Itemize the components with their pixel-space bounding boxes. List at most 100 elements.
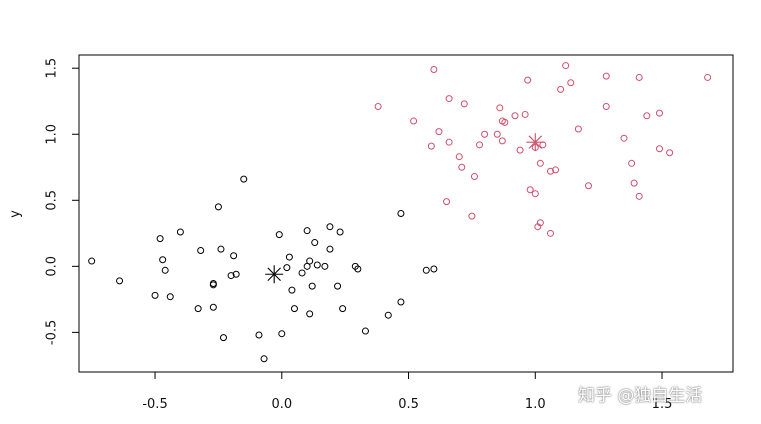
data-point — [306, 310, 314, 318]
data-point — [384, 311, 392, 319]
data-point — [536, 219, 544, 227]
y-tick-label: 1.5 — [45, 58, 60, 79]
data-point — [521, 110, 529, 118]
data-point — [567, 79, 575, 87]
data-point — [397, 210, 405, 217]
data-point — [430, 265, 438, 273]
data-point — [643, 112, 651, 120]
data-point — [531, 190, 539, 198]
data-point — [635, 73, 643, 81]
cluster-center-marker — [265, 265, 284, 284]
data-point — [166, 293, 174, 301]
data-point — [214, 203, 222, 211]
data-point — [308, 282, 316, 290]
cluster-center-marker — [526, 133, 545, 152]
data-point — [275, 231, 283, 239]
data-point — [290, 305, 298, 313]
data-point — [88, 257, 96, 265]
data-point — [255, 331, 263, 339]
data-point — [481, 130, 489, 138]
data-point — [666, 149, 674, 157]
data-point — [156, 235, 164, 243]
data-point — [311, 239, 319, 247]
data-point — [374, 103, 382, 111]
data-point — [321, 262, 329, 270]
x-tick-label: 0.5 — [398, 397, 419, 412]
data-point — [219, 334, 227, 342]
data-point — [516, 146, 524, 154]
data-point — [445, 138, 453, 146]
data-point — [151, 291, 159, 299]
data-point — [298, 269, 306, 277]
data-point — [498, 137, 506, 145]
data-point — [470, 173, 478, 181]
data-point — [217, 245, 225, 253]
data-point — [458, 163, 466, 171]
data-point — [704, 73, 712, 81]
data-point — [260, 355, 268, 363]
data-point — [445, 95, 453, 103]
data-point — [655, 145, 663, 153]
data-point — [334, 282, 342, 290]
data-point — [468, 212, 476, 220]
data-point — [635, 192, 643, 200]
data-point — [303, 227, 311, 235]
data-point — [552, 166, 560, 174]
data-point — [161, 266, 169, 274]
data-point — [159, 256, 167, 264]
data-point — [460, 100, 468, 108]
data-point — [620, 134, 628, 142]
data-point — [557, 85, 565, 93]
data-point — [232, 270, 240, 278]
data-point — [227, 272, 235, 280]
data-point — [230, 252, 238, 260]
data-point — [602, 72, 610, 80]
data-point — [574, 125, 582, 133]
x-tick-label: -0.5 — [142, 397, 167, 412]
data-point — [176, 228, 184, 236]
data-point — [422, 266, 430, 274]
data-point — [602, 103, 610, 111]
data-point — [427, 142, 435, 150]
data-point — [283, 264, 291, 272]
data-point — [546, 229, 554, 237]
cluster-centers — [265, 133, 545, 284]
data-point — [476, 141, 484, 149]
data-point — [585, 182, 593, 190]
y-tick-label: 0.0 — [45, 256, 60, 277]
data-point — [326, 223, 334, 231]
x-tick-label: 1.5 — [652, 397, 673, 412]
data-points — [88, 62, 712, 363]
plot-frame — [78, 54, 734, 373]
x-tick-label: 1.0 — [525, 397, 546, 412]
data-point — [435, 128, 443, 136]
data-point — [410, 117, 418, 125]
data-point — [524, 76, 532, 84]
data-point — [306, 257, 314, 265]
data-point — [526, 186, 534, 194]
data-point — [339, 305, 347, 313]
data-point — [511, 112, 519, 120]
data-point — [430, 66, 438, 74]
data-point — [501, 118, 509, 126]
x-axis: -0.5 0.0 0.5 1.0 1.5 — [142, 371, 673, 412]
data-point — [240, 175, 248, 183]
data-point — [496, 104, 504, 112]
y-tick-label: 0.5 — [45, 190, 60, 211]
data-point — [443, 198, 451, 206]
data-point — [197, 246, 205, 254]
watermark-text: 知乎 @独自生活 — [578, 386, 703, 406]
data-point — [288, 286, 296, 294]
data-point — [628, 159, 636, 167]
data-point — [354, 265, 362, 273]
data-point — [536, 159, 544, 167]
data-point — [546, 167, 554, 175]
data-point — [194, 305, 202, 313]
y-tick-label: -0.5 — [45, 320, 60, 345]
data-point — [397, 298, 405, 306]
y-axis: -0.5 0.0 0.5 1.0 1.5 — [45, 58, 80, 345]
data-point — [313, 261, 321, 269]
y-tick-label: 1.0 — [45, 124, 60, 145]
data-point — [361, 327, 369, 335]
